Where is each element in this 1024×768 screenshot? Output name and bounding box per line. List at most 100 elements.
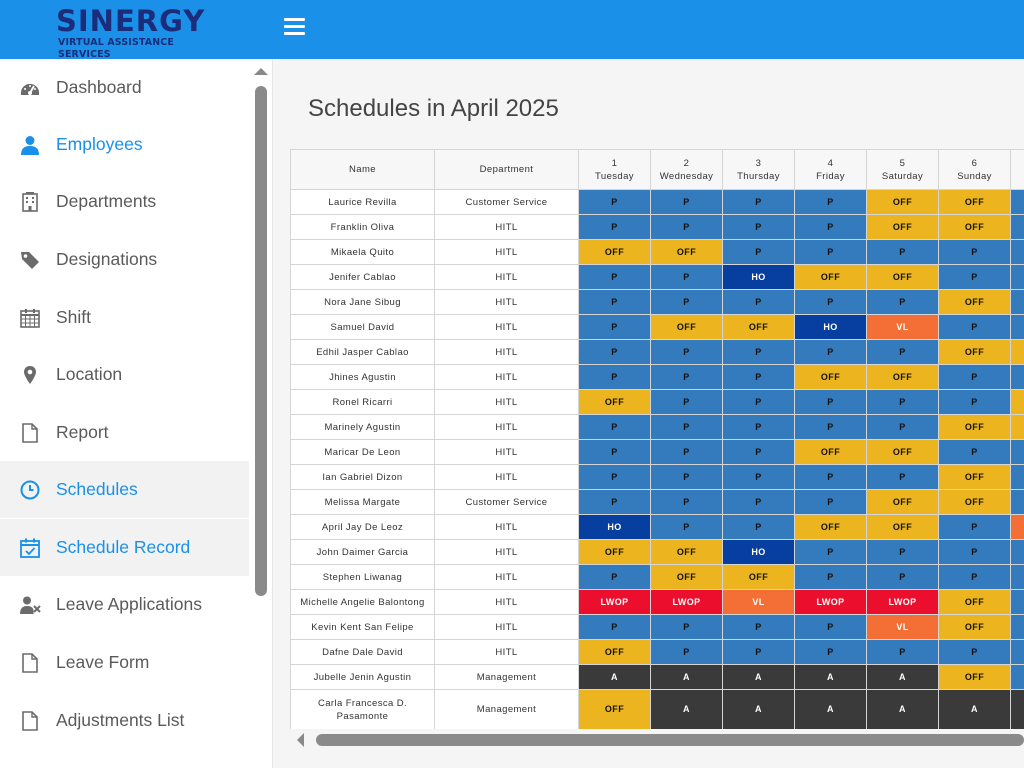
schedule-cell[interactable]: OFF <box>938 214 1011 240</box>
schedule-cell[interactable]: OFF <box>938 664 1011 690</box>
schedule-cell[interactable] <box>1010 289 1024 315</box>
schedule-cell[interactable] <box>1010 214 1024 240</box>
schedule-cell[interactable]: P <box>650 364 723 390</box>
schedule-cell[interactable]: P <box>650 514 723 540</box>
schedule-cell[interactable] <box>1010 414 1024 440</box>
schedule-cell[interactable] <box>1010 314 1024 340</box>
schedule-cell[interactable]: P <box>722 289 795 315</box>
table-scroll-thumb[interactable] <box>316 734 1024 746</box>
schedule-cell[interactable] <box>1010 464 1024 490</box>
schedule-cell[interactable]: P <box>794 214 867 240</box>
schedule-cell[interactable]: P <box>938 539 1011 565</box>
schedule-cell[interactable]: P <box>794 464 867 490</box>
schedule-cell[interactable]: P <box>578 464 651 490</box>
schedule-cell[interactable] <box>1010 389 1024 415</box>
schedule-cell[interactable]: P <box>650 389 723 415</box>
schedule-cell[interactable]: P <box>794 539 867 565</box>
schedule-cell[interactable] <box>1010 639 1024 665</box>
schedule-cell[interactable]: P <box>650 214 723 240</box>
schedule-cell[interactable]: P <box>722 464 795 490</box>
sidebar-scroll-thumb[interactable] <box>255 86 267 596</box>
schedule-cell[interactable]: P <box>938 564 1011 590</box>
schedule-cell[interactable]: P <box>866 464 939 490</box>
schedule-cell[interactable]: P <box>866 389 939 415</box>
schedule-cell[interactable] <box>1010 439 1024 465</box>
column-header-name[interactable]: Name <box>290 149 435 190</box>
schedule-cell[interactable]: OFF <box>578 389 651 415</box>
schedule-cell[interactable]: P <box>938 514 1011 540</box>
schedule-cell[interactable]: P <box>650 464 723 490</box>
schedule-cell[interactable]: OFF <box>578 689 651 729</box>
schedule-cell[interactable]: P <box>650 339 723 365</box>
sidebar-item-location[interactable]: Location <box>0 346 249 403</box>
schedule-cell[interactable]: P <box>578 489 651 515</box>
sidebar-item-designations[interactable]: Designations <box>0 231 249 288</box>
column-header-day-6[interactable]: 6 Sunday <box>938 149 1011 190</box>
column-header-day-2[interactable]: 2 Wednesday <box>650 149 723 190</box>
schedule-cell[interactable]: P <box>722 239 795 265</box>
schedule-cell[interactable]: P <box>578 414 651 440</box>
schedule-cell[interactable]: P <box>794 389 867 415</box>
schedule-cell[interactable] <box>1010 589 1024 615</box>
schedule-cell[interactable]: P <box>578 189 651 215</box>
schedule-cell[interactable]: P <box>794 339 867 365</box>
schedule-cell[interactable]: OFF <box>794 514 867 540</box>
schedule-cell[interactable]: OFF <box>650 564 723 590</box>
schedule-cell[interactable]: P <box>578 339 651 365</box>
schedule-cell[interactable]: A <box>938 689 1011 729</box>
schedule-cell[interactable]: OFF <box>938 289 1011 315</box>
schedule-cell[interactable]: OFF <box>866 214 939 240</box>
schedule-cell[interactable]: P <box>722 614 795 640</box>
schedule-cell[interactable] <box>1010 364 1024 390</box>
schedule-cell[interactable]: P <box>722 189 795 215</box>
schedule-cell[interactable]: OFF <box>650 539 723 565</box>
schedule-cell[interactable]: P <box>722 389 795 415</box>
schedule-cell[interactable]: P <box>866 639 939 665</box>
schedule-cell[interactable]: HO <box>578 514 651 540</box>
schedule-cell[interactable]: P <box>578 564 651 590</box>
schedule-cell[interactable] <box>1010 514 1024 540</box>
schedule-cell[interactable]: P <box>794 564 867 590</box>
schedule-cell[interactable] <box>1010 539 1024 565</box>
sidebar-item-dashboard[interactable]: Dashboard <box>0 59 249 116</box>
schedule-cell[interactable]: A <box>650 664 723 690</box>
schedule-cell[interactable] <box>1010 489 1024 515</box>
schedule-cell[interactable]: A <box>650 689 723 729</box>
schedule-cell[interactable]: P <box>650 264 723 290</box>
schedule-cell[interactable]: A <box>794 689 867 729</box>
sidebar-item-shift[interactable]: Shift <box>0 289 249 346</box>
schedule-cell[interactable]: LWOP <box>866 589 939 615</box>
schedule-cell[interactable]: P <box>722 439 795 465</box>
schedule-cell[interactable]: P <box>578 614 651 640</box>
table-horizontal-scrollbar[interactable] <box>290 729 1024 753</box>
schedule-cell[interactable]: P <box>578 314 651 340</box>
schedule-cell[interactable]: OFF <box>794 264 867 290</box>
schedule-cell[interactable]: A <box>578 664 651 690</box>
schedule-cell[interactable]: OFF <box>866 264 939 290</box>
schedule-cell[interactable]: OFF <box>794 439 867 465</box>
schedule-cell[interactable]: P <box>794 239 867 265</box>
schedule-cell[interactable]: P <box>938 264 1011 290</box>
schedule-cell[interactable]: HO <box>722 264 795 290</box>
schedule-cell[interactable]: LWOP <box>794 589 867 615</box>
schedule-cell[interactable] <box>1010 339 1024 365</box>
schedule-cell[interactable]: P <box>794 489 867 515</box>
schedule-cell[interactable] <box>1010 189 1024 215</box>
schedule-cell[interactable]: P <box>794 289 867 315</box>
schedule-cell[interactable]: P <box>722 639 795 665</box>
schedule-cell[interactable]: A <box>722 689 795 729</box>
schedule-cell[interactable]: A <box>866 664 939 690</box>
sidebar-item-report[interactable]: Report <box>0 404 249 461</box>
sidebar-scrollbar[interactable] <box>249 59 272 768</box>
schedule-cell[interactable]: A <box>866 689 939 729</box>
schedule-cell[interactable]: P <box>938 314 1011 340</box>
schedule-cell[interactable]: P <box>722 514 795 540</box>
schedule-cell[interactable]: VL <box>866 614 939 640</box>
menu-toggle-icon[interactable] <box>284 18 305 36</box>
schedule-cell[interactable]: OFF <box>578 239 651 265</box>
schedule-cell[interactable]: P <box>650 639 723 665</box>
schedule-cell[interactable]: OFF <box>866 514 939 540</box>
schedule-cell[interactable]: OFF <box>938 189 1011 215</box>
schedule-cell[interactable]: LWOP <box>650 589 723 615</box>
schedule-cell[interactable]: P <box>578 264 651 290</box>
